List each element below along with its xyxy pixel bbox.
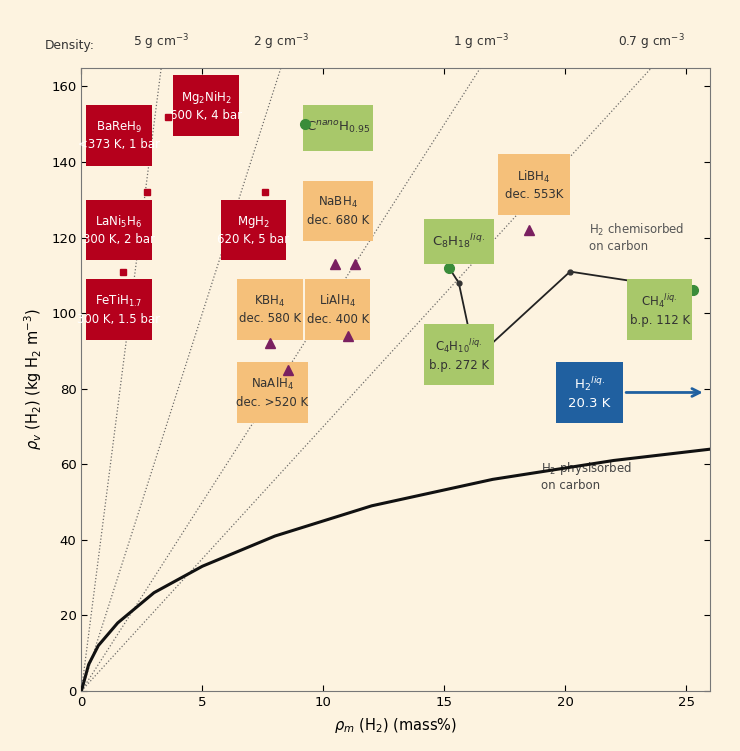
Text: 0.7 g cm$^{-3}$: 0.7 g cm$^{-3}$ — [619, 33, 685, 53]
Bar — [424, 324, 494, 385]
Bar — [556, 362, 623, 423]
Text: C$_8$H$_{18}$$^{liq.}$: C$_8$H$_{18}$$^{liq.}$ — [432, 232, 485, 250]
Bar — [303, 105, 373, 151]
Bar — [305, 279, 371, 339]
Text: FeTiH$_{1.7}$
300 K, 1.5 bar: FeTiH$_{1.7}$ 300 K, 1.5 bar — [78, 293, 161, 326]
Text: LiAlH$_4$
dec. 400 K: LiAlH$_4$ dec. 400 K — [306, 293, 369, 326]
Bar — [238, 279, 303, 339]
Bar — [627, 279, 692, 339]
X-axis label: $\rho_m$ (H$_2$) (mass%): $\rho_m$ (H$_2$) (mass%) — [334, 716, 457, 734]
Bar — [303, 181, 373, 241]
Text: C$^{nano}$H$_{0.95}$: C$^{nano}$H$_{0.95}$ — [306, 120, 370, 136]
Text: NaAlH$_4$
dec. >520 K: NaAlH$_4$ dec. >520 K — [237, 376, 309, 409]
Text: 2 g cm$^{-3}$: 2 g cm$^{-3}$ — [253, 33, 309, 53]
Text: LaNi$_5$H$_6$
300 K, 2 bar: LaNi$_5$H$_6$ 300 K, 2 bar — [83, 214, 155, 246]
Text: MgH$_2$
620 K, 5 bar: MgH$_2$ 620 K, 5 bar — [217, 214, 289, 246]
Text: 5 g cm$^{-3}$: 5 g cm$^{-3}$ — [133, 33, 189, 53]
Bar — [497, 155, 570, 215]
Bar — [87, 105, 152, 166]
Text: H$_2$ physisorbed
on carbon: H$_2$ physisorbed on carbon — [541, 460, 632, 492]
Text: BaReH$_9$
<373 K, 1 bar: BaReH$_9$ <373 K, 1 bar — [78, 120, 160, 152]
Text: 1 g cm$^{-3}$: 1 g cm$^{-3}$ — [453, 33, 508, 53]
Text: C$_4$H$_{10}$$^{liq.}$
b.p. 272 K: C$_4$H$_{10}$$^{liq.}$ b.p. 272 K — [428, 337, 489, 372]
Text: H$_2$ chemisorbed
on carbon: H$_2$ chemisorbed on carbon — [590, 222, 685, 253]
Text: LiBH$_4$
dec. 553K: LiBH$_4$ dec. 553K — [505, 168, 563, 201]
Text: KBH$_4$
dec. 580 K: KBH$_4$ dec. 580 K — [239, 294, 301, 325]
Text: H$_2$$^{liq.}$
20.3 K: H$_2$$^{liq.}$ 20.3 K — [568, 376, 610, 410]
Text: CH$_4$$^{liq.}$
b.p. 112 K: CH$_4$$^{liq.}$ b.p. 112 K — [630, 292, 690, 327]
Bar — [238, 362, 308, 423]
Text: NaBH$_4$
dec. 680 K: NaBH$_4$ dec. 680 K — [306, 195, 369, 227]
Bar — [424, 219, 494, 264]
Bar — [87, 200, 152, 261]
Bar — [173, 75, 239, 136]
Text: Mg$_2$NiH$_2$
600 K, 4 bar: Mg$_2$NiH$_2$ 600 K, 4 bar — [170, 89, 242, 122]
Text: Density:: Density: — [45, 40, 95, 53]
Y-axis label: $\rho_v$ (H$_2$) (kg H$_2$ m$^{-3}$): $\rho_v$ (H$_2$) (kg H$_2$ m$^{-3}$) — [22, 309, 44, 450]
Bar — [221, 200, 286, 261]
Bar — [87, 279, 152, 339]
